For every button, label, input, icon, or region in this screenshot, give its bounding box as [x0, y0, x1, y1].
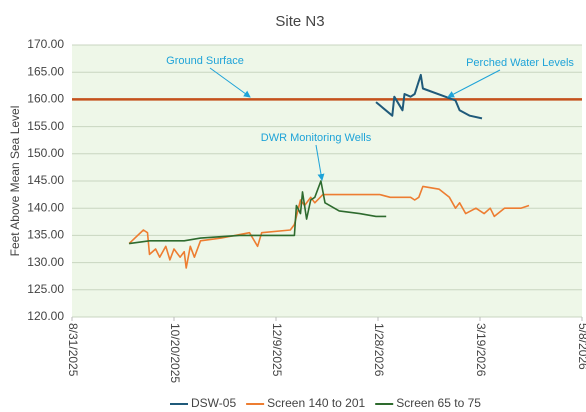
y-axis-label: Feet Above Mean Sea Level [8, 106, 22, 257]
legend-label: Screen 65 to 75 [396, 396, 481, 410]
annotation-arrow [209, 67, 251, 98]
annotation-arrow [315, 144, 325, 181]
y-tick-label: 165.00 [27, 64, 64, 78]
y-tick-label: 150.00 [27, 146, 64, 160]
series-line [128, 185, 530, 269]
x-tick-label: 8/31/2025 [66, 323, 80, 377]
y-tick-label: 120.00 [27, 309, 64, 323]
series-line [375, 73, 483, 120]
y-tick-label: 170.00 [27, 37, 64, 51]
annotation: Perched Water Levels [466, 57, 574, 69]
annotation: DWR Monitoring Wells [261, 132, 372, 144]
x-tick-label: 3/19/2026 [474, 323, 488, 377]
x-tick-label: 12/9/2025 [270, 323, 284, 377]
annotation: Ground Surface [166, 55, 244, 67]
legend-label: Screen 140 to 201 [267, 396, 365, 410]
y-tick-label: 160.00 [27, 92, 64, 106]
x-tick-label: 5/8/2026 [576, 323, 586, 370]
y-tick-label: 155.00 [27, 119, 64, 133]
series-line [128, 180, 387, 245]
x-tick-label: 10/20/2025 [168, 323, 182, 383]
y-tick-label: 135.00 [27, 228, 64, 242]
x-tick-label: 1/28/2026 [372, 323, 386, 377]
y-tick-label: 130.00 [27, 255, 64, 269]
y-tick-label: 145.00 [27, 173, 64, 187]
y-tick-label: 125.00 [27, 282, 64, 296]
annotation-arrow [447, 69, 501, 98]
legend-label: DSW-05 [191, 396, 236, 410]
chart-title: Site N3 [275, 13, 324, 30]
y-tick-label: 140.00 [27, 200, 64, 214]
